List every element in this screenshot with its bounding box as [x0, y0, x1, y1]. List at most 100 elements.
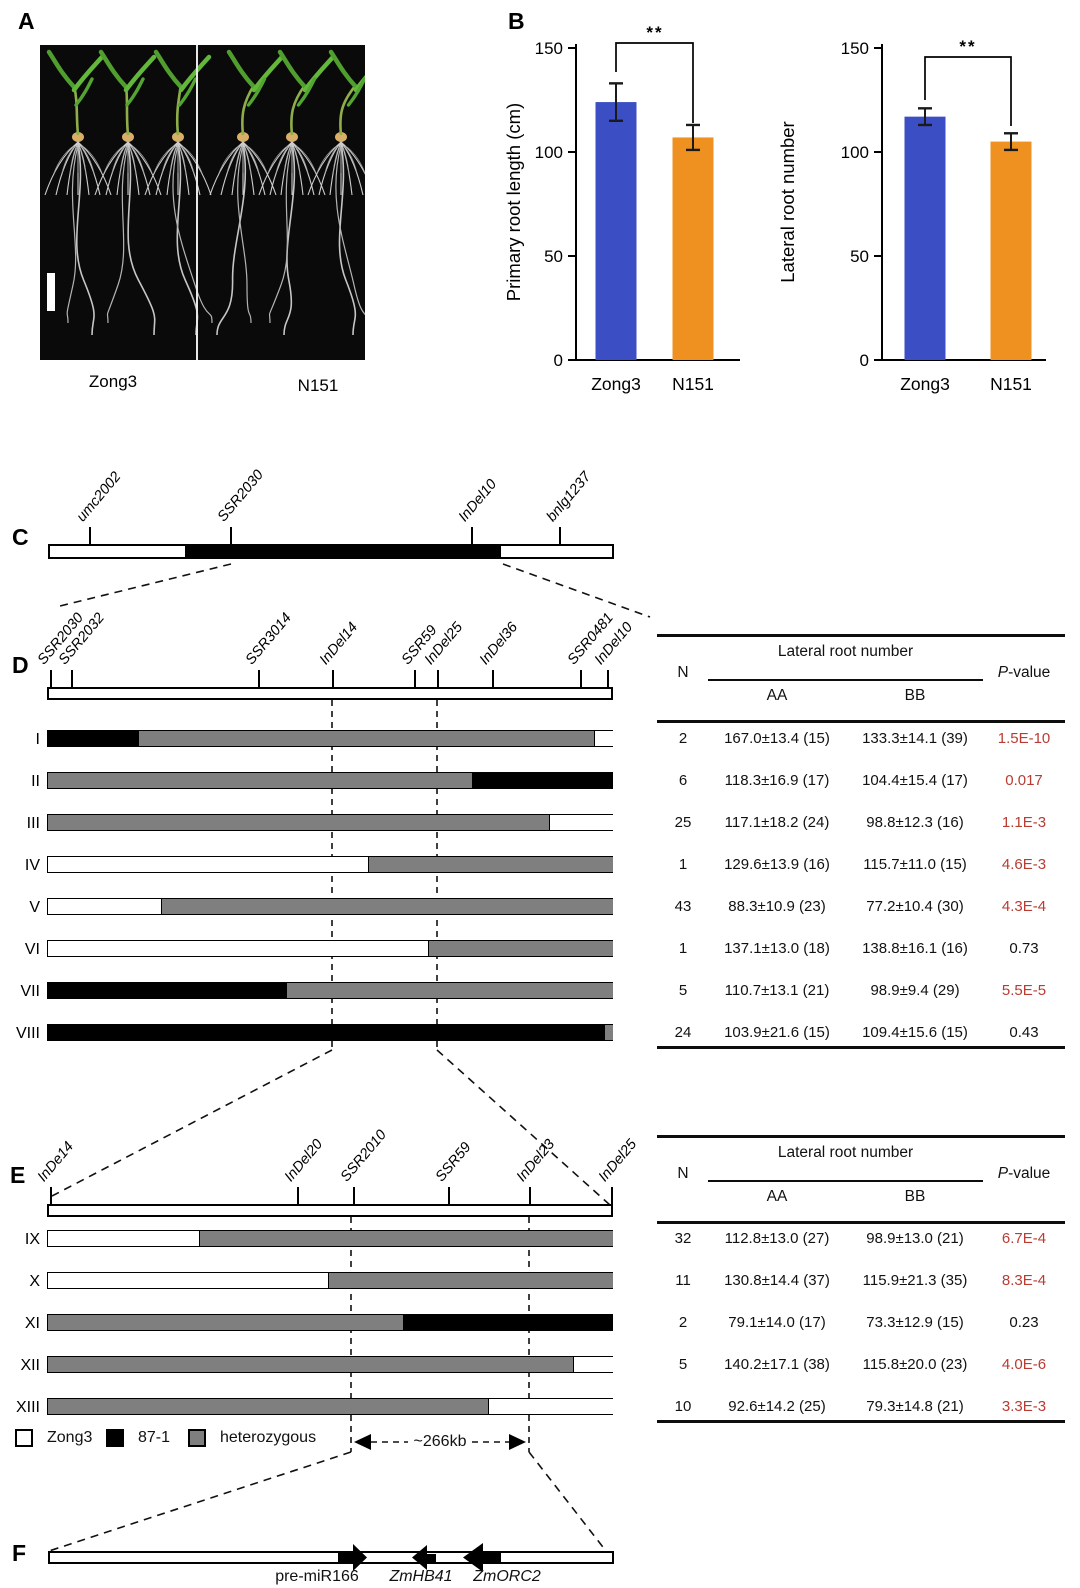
- panel-e-segment-white: [572, 1357, 613, 1372]
- panel-d-line-id-VIII: VIII: [15, 1025, 40, 1042]
- significance-stars: **: [646, 23, 663, 42]
- panel-e-genotype-bar-XII: [47, 1356, 613, 1373]
- seedling-part: [177, 77, 198, 107]
- genotype-caption-zong3: Zong3: [88, 372, 138, 391]
- bar-zong3: [904, 116, 946, 360]
- panel-d-segment-gray: [286, 983, 613, 998]
- seedling-part: [129, 146, 137, 174]
- table-e-cell-pvalue: 4.0E-6: [1001, 1356, 1047, 1373]
- category-label: N151: [990, 374, 1032, 394]
- table-e-col-bb: BB: [904, 1188, 926, 1205]
- y-tick-label: 100: [535, 143, 563, 162]
- seedling-part: [286, 132, 298, 142]
- seedling-part: [346, 77, 365, 107]
- seedling-part: [296, 77, 317, 107]
- seedling-part: [106, 144, 129, 324]
- panel-c-marker-label-bnlg1237: bnlg1237: [543, 469, 595, 525]
- table-d-cell-pvalue: 0.73: [1009, 940, 1039, 957]
- seedling-part: [122, 132, 134, 142]
- table-e-rule-header: [657, 1221, 1065, 1224]
- panel-e-segment-gray: [48, 1357, 573, 1372]
- table-e-col-n: N: [677, 1165, 689, 1182]
- panel-d-genotype-bar-I: [47, 730, 613, 747]
- panel-d-segment-white: [48, 941, 428, 956]
- panel-d-segment-black: [48, 731, 139, 746]
- table-d-cell-pvalue: 1.5E-10: [997, 730, 1051, 747]
- y-tick-label: 100: [841, 143, 869, 162]
- table-e-cell-n: 2: [678, 1314, 688, 1331]
- table-d-cell-aa: 167.0±13.4 (15): [724, 730, 830, 747]
- seedling-part: [248, 146, 268, 174]
- y-tick-label: 150: [841, 39, 869, 58]
- seedling-part: [75, 142, 95, 336]
- panel-d-marker-tick-InDel25: [437, 670, 439, 687]
- seedling-part: [340, 141, 364, 196]
- seedling-part: [241, 84, 256, 136]
- panel-d-marker-tick-SSR0481: [580, 670, 582, 687]
- panel-e-segment-gray: [328, 1273, 613, 1288]
- panel-d-segment-gray: [48, 773, 472, 788]
- significance-bracket: [924, 56, 1012, 126]
- gene-arrow-pre-mir166: [338, 1544, 367, 1571]
- panel-d-segment-gray: [427, 941, 613, 956]
- panel-d-marker-tick-SSR3014: [258, 670, 260, 687]
- seedling-part: [283, 146, 291, 174]
- seedling-part: [61, 146, 75, 174]
- table-d-col-aa: AA: [766, 687, 788, 704]
- seedling-part: [172, 144, 213, 324]
- significance-bracket: [615, 42, 694, 123]
- panel-c-marker-label-SSR2030: SSR2030: [214, 467, 267, 525]
- seedling-part: [153, 146, 173, 174]
- seedling-part: [133, 146, 153, 174]
- seedling-part: [275, 146, 289, 174]
- panel-e-line-id-XI: XI: [24, 1315, 40, 1332]
- seedling-part: [231, 141, 244, 196]
- table-d-cell-aa: 118.3±16.9 (17): [724, 772, 830, 789]
- panel-d-marker-tick-SSR2032: [71, 670, 73, 687]
- table-d-cell-bb: 77.2±10.4 (30): [866, 898, 964, 915]
- seedling-part: [291, 141, 304, 196]
- panel-d-marker-label-InDel36: InDel36: [476, 619, 522, 668]
- seedling-part: [77, 141, 112, 196]
- seedling-part: [127, 141, 162, 196]
- panel-d-line-id-VI: VI: [24, 941, 40, 958]
- panel-e-ruler-bar: [47, 1204, 613, 1217]
- seedling-part: [83, 146, 103, 174]
- panel-d-segment-gray: [138, 731, 595, 746]
- category-label: N151: [672, 374, 714, 394]
- panel-d-marker-tick-InDel10: [607, 670, 609, 687]
- seedling-part: [237, 144, 252, 324]
- seedling-part: [242, 141, 277, 196]
- seedling-part: [297, 146, 317, 174]
- panel-d-line-id-I: I: [35, 731, 40, 748]
- panel-e-genotype-bar-X: [47, 1272, 613, 1289]
- category-label: Zong3: [900, 374, 950, 394]
- bar-n151: [990, 141, 1032, 360]
- seedling-part: [144, 141, 179, 196]
- table-d-cell-aa: 137.1±13.0 (18): [724, 940, 830, 957]
- category-label: Zong3: [591, 374, 641, 394]
- table-d-cell-aa: 88.3±10.9 (23): [728, 898, 826, 915]
- panel-c-marker-label-umc2002: umc2002: [73, 469, 125, 525]
- panel-e-marker-label-InDe14: InDe14: [34, 1138, 78, 1185]
- seedling-part: [340, 141, 365, 175]
- panel-e-segment-gray: [198, 1231, 613, 1246]
- seedling-part: [340, 141, 353, 196]
- seedling-part: [74, 77, 94, 107]
- seedling-part: [338, 142, 357, 336]
- seedling-part: [55, 141, 79, 196]
- seedling-part: [72, 132, 84, 142]
- table-d-cell-n: 5: [678, 982, 688, 999]
- seedling-part: [335, 132, 347, 142]
- table-d-col-p: P-value: [997, 664, 1051, 681]
- legend-swatch-heterozygous: [188, 1429, 206, 1447]
- table-d-rule-header: [657, 720, 1065, 723]
- seedling-part: [290, 84, 307, 136]
- panel-e-genotype-bar-XIII: [47, 1398, 613, 1415]
- y-axis-title: Lateral root number: [777, 121, 798, 282]
- table-d-rule-bottom: [657, 1046, 1065, 1049]
- table-d-cell-bb: 98.8±12.3 (16): [866, 814, 964, 831]
- table-d-cell-n: 2: [678, 730, 688, 747]
- seedling-part: [258, 141, 293, 196]
